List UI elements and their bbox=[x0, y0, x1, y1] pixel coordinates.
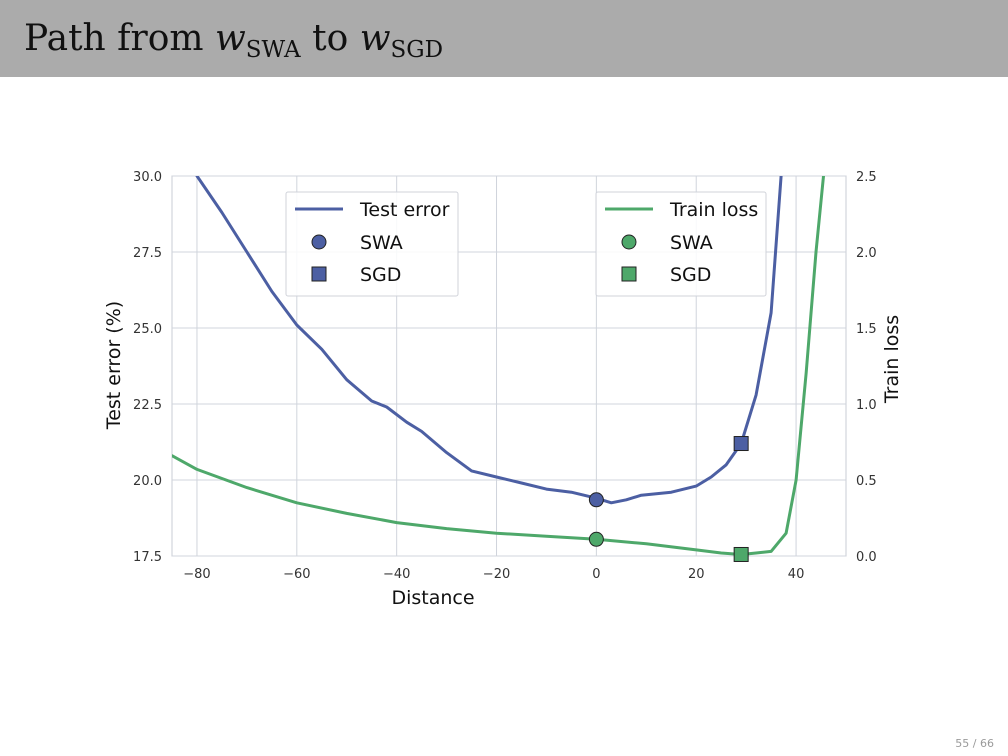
legend-test-error-label-sgd: SGD bbox=[360, 264, 401, 286]
page-number: 55 / 66 bbox=[955, 737, 994, 750]
train-loss-sgd-marker bbox=[733, 546, 749, 562]
legend-test-error-box bbox=[285, 191, 459, 297]
x-axis-label: Distance bbox=[391, 587, 474, 609]
title-w-swa: w bbox=[214, 18, 246, 59]
y-left-tick-label: 20.0 bbox=[133, 474, 162, 489]
y-left-tick-label: 30.0 bbox=[133, 170, 162, 185]
title-sub-swa: SWA bbox=[245, 37, 301, 63]
legend-test-error-label-swa: SWA bbox=[360, 232, 403, 254]
title-w-sgd: w bbox=[359, 18, 391, 59]
legend-test-error-square-swatch bbox=[311, 266, 327, 282]
legend-train-loss-label-swa: SWA bbox=[670, 232, 713, 254]
y-left-axis-label: Test error (%) bbox=[103, 301, 125, 430]
x-tick-label: −80 bbox=[183, 567, 210, 582]
train-loss-swa-marker bbox=[588, 531, 604, 547]
legend-test-error-label-series: Test error bbox=[359, 199, 450, 221]
title-prefix: Path from bbox=[24, 18, 215, 59]
y-right-tick-label: 0.0 bbox=[856, 550, 877, 565]
x-tick-label: −20 bbox=[483, 567, 510, 582]
x-tick-label: −40 bbox=[383, 567, 410, 582]
legend-train-loss-box bbox=[595, 191, 767, 297]
slide-title: Path from wSWA to wSGD bbox=[24, 18, 443, 62]
y-right-tick-label: 2.0 bbox=[856, 246, 877, 261]
legend-train-loss-label-series: Train loss bbox=[669, 199, 758, 221]
x-tick-label: 20 bbox=[688, 567, 705, 582]
test-error-sgd-marker bbox=[733, 436, 749, 452]
title-mid: to bbox=[300, 18, 360, 59]
y-right-tick-label: 1.0 bbox=[856, 398, 877, 413]
y-right-axis-label: Train loss bbox=[881, 315, 903, 404]
y-left-tick-label: 17.5 bbox=[133, 550, 162, 565]
y-left-tick-label: 27.5 bbox=[133, 246, 162, 261]
y-left-tick-label: 22.5 bbox=[133, 398, 162, 413]
y-right-tick-label: 1.5 bbox=[856, 322, 877, 337]
x-tick-label: 40 bbox=[788, 567, 805, 582]
y-right-tick-label: 2.5 bbox=[856, 170, 877, 185]
legend-test-error-circle-swatch bbox=[311, 234, 327, 250]
y-right-tick-label: 0.5 bbox=[856, 474, 877, 489]
title-bar bbox=[0, 0, 1008, 77]
y-left-tick-label: 25.0 bbox=[133, 322, 162, 337]
train-loss-line bbox=[172, 176, 825, 556]
legend-train-loss-circle-swatch bbox=[621, 234, 637, 250]
legend-train-loss-square-swatch bbox=[621, 266, 637, 282]
test-error-swa-marker bbox=[588, 492, 604, 508]
title-sub-sgd: SGD bbox=[390, 37, 444, 63]
x-tick-label: 0 bbox=[592, 567, 600, 582]
test-error-line bbox=[195, 176, 783, 505]
x-tick-label: −60 bbox=[283, 567, 310, 582]
legend-train-loss-label-sgd: SGD bbox=[670, 264, 711, 286]
